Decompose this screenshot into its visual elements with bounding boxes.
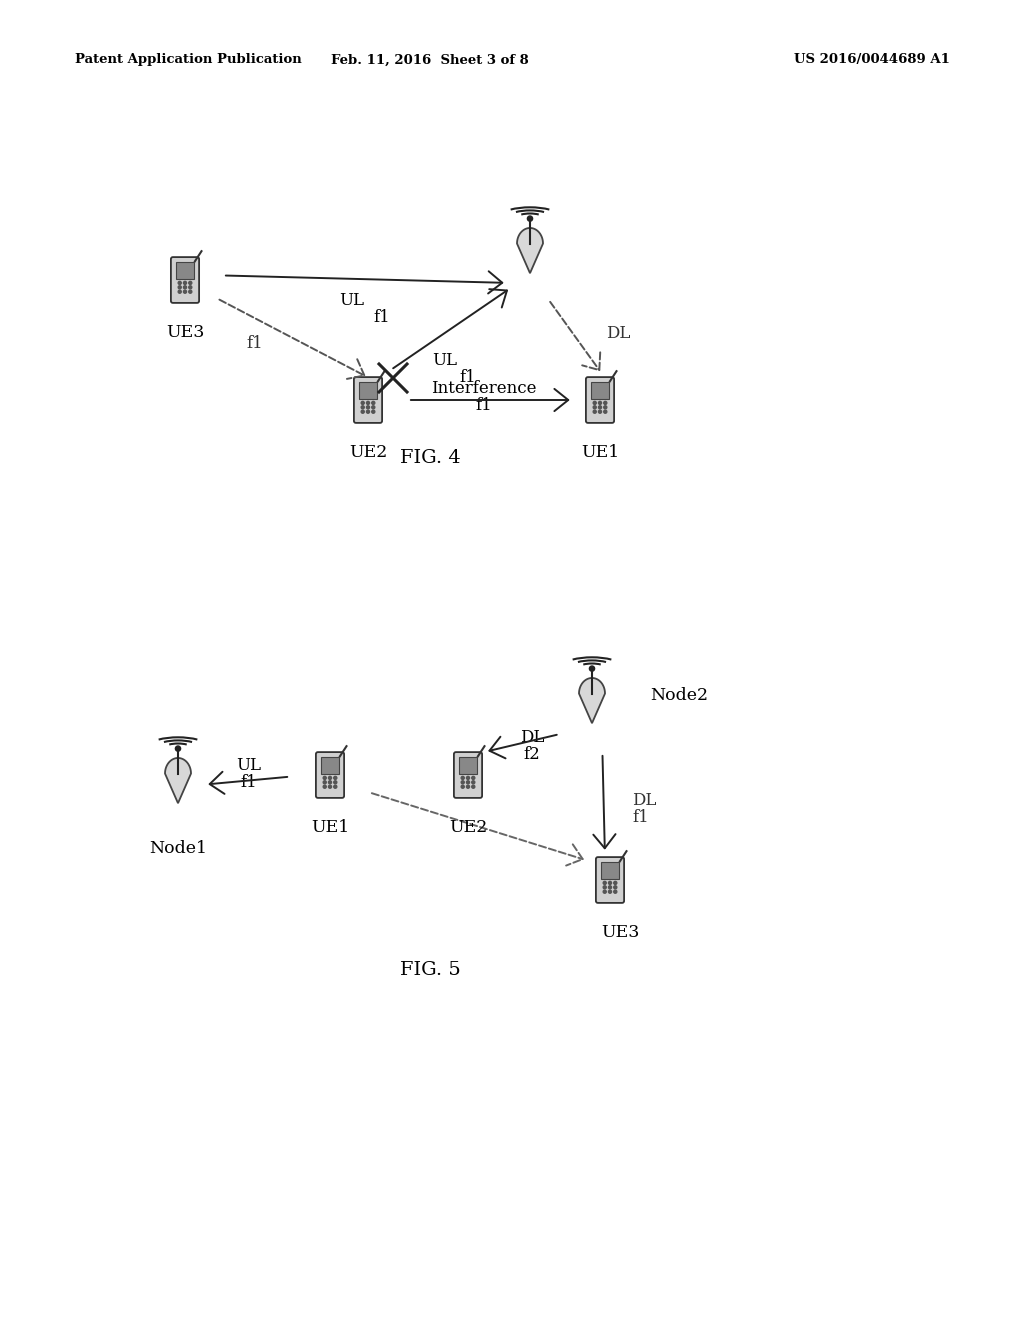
- Text: UL: UL: [237, 756, 261, 774]
- Text: UE2: UE2: [449, 818, 487, 836]
- Circle shape: [188, 290, 191, 293]
- Circle shape: [175, 746, 180, 751]
- Circle shape: [603, 890, 606, 894]
- Text: UL: UL: [340, 292, 365, 309]
- Bar: [591, 381, 608, 399]
- Circle shape: [590, 667, 595, 671]
- Circle shape: [372, 411, 375, 413]
- Circle shape: [604, 401, 607, 404]
- Text: FIG. 4: FIG. 4: [399, 449, 461, 467]
- Bar: [322, 756, 339, 774]
- Text: DL: DL: [520, 729, 544, 746]
- Circle shape: [613, 886, 616, 888]
- Circle shape: [461, 785, 464, 788]
- Text: DL: DL: [632, 792, 656, 809]
- Circle shape: [178, 285, 181, 289]
- Bar: [460, 756, 477, 774]
- Circle shape: [183, 281, 186, 284]
- Circle shape: [613, 890, 616, 894]
- Circle shape: [372, 405, 375, 409]
- Text: UL: UL: [432, 352, 458, 370]
- Circle shape: [367, 401, 370, 404]
- Bar: [601, 862, 618, 879]
- Circle shape: [603, 882, 606, 884]
- Text: UE1: UE1: [581, 444, 620, 461]
- Text: Patent Application Publication: Patent Application Publication: [75, 54, 302, 66]
- FancyBboxPatch shape: [586, 378, 614, 422]
- Circle shape: [608, 886, 611, 888]
- Circle shape: [467, 780, 470, 784]
- Circle shape: [461, 780, 464, 784]
- Circle shape: [334, 780, 337, 784]
- Circle shape: [361, 405, 365, 409]
- Circle shape: [188, 285, 191, 289]
- FancyBboxPatch shape: [454, 752, 482, 797]
- Text: Interference: Interference: [431, 380, 537, 397]
- Circle shape: [329, 785, 332, 788]
- Circle shape: [361, 411, 365, 413]
- Circle shape: [603, 886, 606, 888]
- Circle shape: [593, 401, 596, 404]
- Circle shape: [334, 776, 337, 779]
- Polygon shape: [579, 678, 605, 723]
- Circle shape: [472, 785, 475, 788]
- Circle shape: [467, 785, 470, 788]
- Text: Node1: Node1: [150, 840, 207, 857]
- Circle shape: [598, 411, 601, 413]
- FancyBboxPatch shape: [354, 378, 382, 422]
- FancyBboxPatch shape: [596, 857, 624, 903]
- Circle shape: [183, 290, 186, 293]
- Circle shape: [472, 780, 475, 784]
- Polygon shape: [165, 758, 191, 803]
- Circle shape: [178, 290, 181, 293]
- Circle shape: [334, 785, 337, 788]
- Text: FIG. 5: FIG. 5: [399, 961, 461, 979]
- Circle shape: [324, 785, 327, 788]
- Text: f2: f2: [523, 746, 541, 763]
- Circle shape: [613, 882, 616, 884]
- Circle shape: [608, 890, 611, 894]
- Text: UE1: UE1: [311, 818, 349, 836]
- Text: f1: f1: [460, 370, 476, 385]
- Circle shape: [372, 401, 375, 404]
- Circle shape: [361, 401, 365, 404]
- Circle shape: [461, 776, 464, 779]
- Circle shape: [329, 780, 332, 784]
- Circle shape: [188, 281, 191, 284]
- Circle shape: [324, 776, 327, 779]
- Circle shape: [367, 411, 370, 413]
- Circle shape: [604, 405, 607, 409]
- Circle shape: [467, 776, 470, 779]
- Circle shape: [593, 411, 596, 413]
- Circle shape: [598, 401, 601, 404]
- Circle shape: [324, 780, 327, 784]
- FancyBboxPatch shape: [171, 257, 199, 302]
- Text: Node2: Node2: [650, 686, 709, 704]
- Text: f1: f1: [475, 397, 493, 414]
- Text: f1: f1: [241, 774, 257, 791]
- Circle shape: [329, 776, 332, 779]
- Text: Feb. 11, 2016  Sheet 3 of 8: Feb. 11, 2016 Sheet 3 of 8: [331, 54, 528, 66]
- Polygon shape: [517, 228, 543, 273]
- Circle shape: [178, 281, 181, 284]
- Circle shape: [604, 411, 607, 413]
- FancyBboxPatch shape: [315, 752, 344, 797]
- Text: UE2: UE2: [349, 444, 387, 461]
- Text: f1: f1: [247, 335, 263, 352]
- Text: US 2016/0044689 A1: US 2016/0044689 A1: [795, 54, 950, 66]
- Bar: [359, 381, 377, 399]
- Bar: [176, 261, 194, 279]
- Text: UE3: UE3: [601, 924, 639, 941]
- Circle shape: [593, 405, 596, 409]
- Text: f1: f1: [632, 809, 649, 826]
- Text: UE3: UE3: [166, 323, 204, 341]
- Text: DL: DL: [606, 325, 630, 342]
- Circle shape: [472, 776, 475, 779]
- Circle shape: [367, 405, 370, 409]
- Text: f1: f1: [374, 309, 390, 326]
- Circle shape: [183, 285, 186, 289]
- Circle shape: [598, 405, 601, 409]
- Circle shape: [608, 882, 611, 884]
- Circle shape: [527, 216, 532, 222]
